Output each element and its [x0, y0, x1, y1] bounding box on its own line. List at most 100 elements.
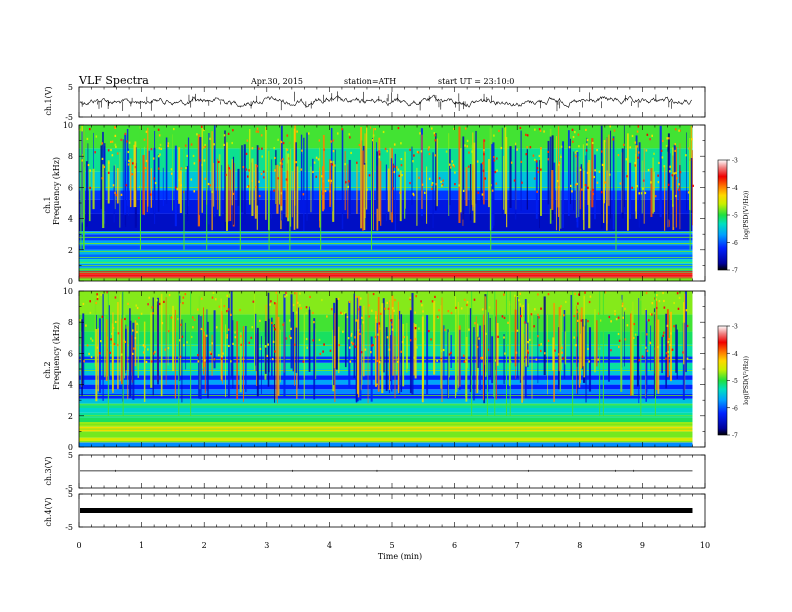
sferic-streak	[267, 292, 270, 387]
spectral-speckle	[112, 326, 115, 330]
sferic-streak	[148, 150, 150, 215]
sferic-streak	[659, 125, 662, 218]
sferic-streak	[635, 145, 638, 219]
sferic-streak	[503, 334, 505, 385]
sferic-streak	[562, 141, 565, 228]
spectral-speckle	[299, 292, 301, 295]
spectral-speckle	[539, 129, 542, 132]
spectral-speckle	[147, 303, 149, 306]
spectral-speckle	[400, 164, 403, 167]
spectral-speckle	[646, 133, 649, 136]
sferic-streak	[506, 137, 508, 228]
sferic-streak	[557, 164, 560, 208]
spectral-speckle	[259, 347, 262, 350]
ch2-spectrogram-panel: 0 2 4 6 8 10	[63, 287, 706, 452]
spectral-speckle	[587, 320, 589, 323]
spectral-speckle	[636, 145, 639, 148]
spectral-speckle	[676, 177, 678, 180]
spectral-speckle	[282, 141, 285, 145]
spectral-speckle	[295, 311, 298, 314]
sferic-streak	[433, 300, 436, 375]
sferic-streak	[526, 149, 528, 210]
spectral-speckle	[378, 155, 381, 159]
spectral-speckle	[530, 313, 533, 316]
sferic-streak	[549, 136, 552, 209]
spectral-speckle	[593, 175, 595, 179]
spectral-speckle	[217, 160, 220, 164]
spectral-speckle	[463, 298, 466, 301]
spectral-speckle	[626, 175, 628, 178]
spectral-speckle	[168, 293, 171, 297]
y-tick-label: 5	[68, 83, 73, 92]
sferic-streak	[211, 334, 213, 376]
spectral-speckle	[248, 169, 250, 172]
spectral-speckle	[247, 185, 250, 188]
colorbar-tick-label: -4	[732, 185, 738, 192]
spectral-speckle	[111, 140, 114, 143]
sferic-streak	[172, 134, 173, 211]
spectral-speckle	[613, 129, 616, 132]
spectral-speckle	[441, 184, 443, 187]
y-tick-label: 6	[68, 349, 73, 358]
sferic-streak	[231, 159, 233, 206]
spectral-speckle	[591, 141, 594, 145]
spectral-band	[79, 259, 693, 264]
y-tick-label: 10	[63, 121, 73, 130]
sferic-streak	[469, 164, 472, 221]
time-axis-label: Time (min)	[378, 552, 422, 561]
spectral-speckle	[332, 150, 335, 153]
colorbar-tick-label: -3	[732, 324, 738, 331]
spectral-speckle	[315, 175, 318, 178]
spectral-speckle	[430, 127, 433, 130]
spectral-speckle	[657, 174, 659, 177]
spectral-speckle	[133, 170, 136, 174]
spectral-speckle	[434, 139, 437, 142]
colorbar-tick-label: -6	[732, 240, 738, 247]
spectral-speckle	[190, 143, 193, 146]
spectral-speckle	[354, 345, 357, 348]
spectral-speckle	[476, 160, 479, 163]
spectral-speckle	[256, 165, 258, 168]
spectral-speckle	[573, 336, 575, 339]
spectral-speckle	[226, 294, 229, 297]
sferic-streak	[370, 336, 373, 402]
sferic-streak	[495, 299, 497, 400]
sferic-streak	[174, 145, 177, 227]
spectral-speckle	[438, 309, 440, 312]
spectral-speckle	[539, 349, 542, 353]
spectral-speckle	[436, 359, 438, 362]
spectral-speckle	[392, 187, 395, 190]
sferic-streak	[220, 298, 222, 380]
sferic-streak	[668, 153, 671, 221]
spectral-speckle	[163, 300, 165, 303]
sferic-streak	[255, 313, 257, 366]
spectral-speckle	[178, 339, 181, 342]
spectral-speckle	[320, 175, 323, 178]
spectral-speckle	[434, 154, 436, 157]
spectral-speckle	[312, 339, 315, 342]
spectral-speckle	[503, 316, 506, 319]
sferic-streak	[645, 308, 646, 398]
spectral-speckle	[223, 134, 226, 137]
spectral-speckle	[636, 184, 638, 188]
spectral-speckle	[153, 177, 155, 180]
spectral-speckle	[300, 307, 302, 310]
spectral-speckle	[301, 149, 303, 152]
sferic-streak	[344, 313, 347, 368]
spectral-speckle	[481, 308, 484, 311]
spectral-speckle	[378, 327, 381, 330]
spectral-speckle	[626, 324, 629, 327]
spectral-speckle	[292, 303, 295, 307]
spectral-speckle	[464, 144, 466, 147]
spectral-speckle	[167, 144, 169, 147]
sferic-streak	[225, 142, 228, 231]
spectral-speckle	[634, 161, 636, 165]
spectral-speckle	[203, 128, 205, 132]
spectral-speckle	[282, 323, 284, 326]
spectral-speckle	[577, 302, 579, 305]
spectral-speckle	[154, 350, 156, 354]
spectral-speckle	[589, 295, 592, 298]
spectral-speckle	[347, 337, 350, 340]
spectral-speckle	[398, 174, 401, 177]
spectral-speckle	[332, 139, 335, 142]
